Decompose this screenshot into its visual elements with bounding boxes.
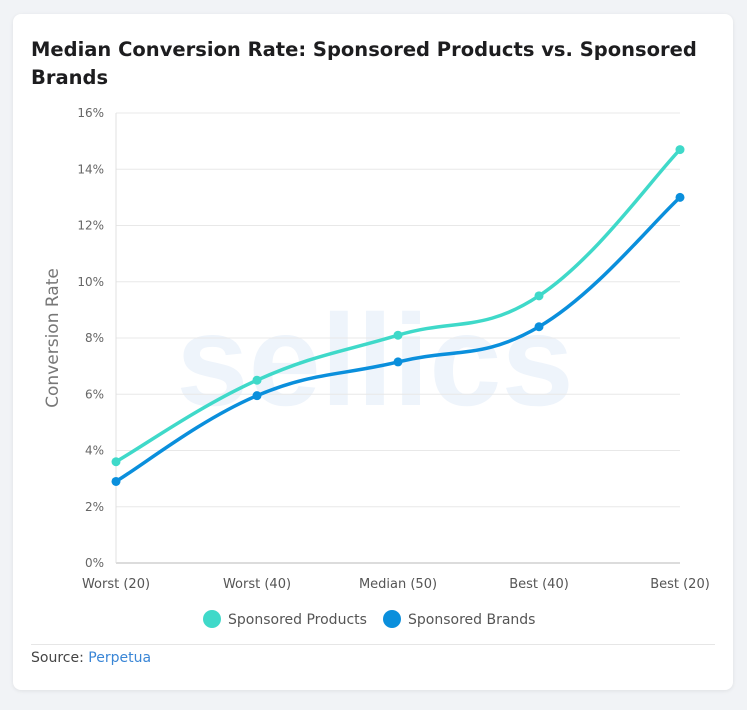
y-tick-label: 14%	[77, 162, 104, 176]
y-tick-label: 0%	[85, 556, 104, 570]
data-point	[252, 391, 262, 401]
legend-label: Sponsored Products	[228, 612, 367, 628]
x-tick-label: Best (20)	[650, 577, 710, 592]
legend-marker	[383, 610, 401, 628]
y-tick-label: 16%	[77, 106, 104, 120]
divider	[31, 644, 715, 645]
data-point	[111, 476, 121, 486]
y-tick-label: 8%	[85, 331, 104, 345]
chart-title: Median Conversion Rate: Sponsored Produc…	[31, 38, 697, 89]
y-axis-title: Conversion Rate	[43, 268, 63, 408]
x-tick-label: Median (50)	[359, 577, 437, 592]
source-label: Source:	[31, 650, 84, 666]
y-tick-label: 10%	[77, 275, 104, 289]
data-point	[534, 291, 544, 301]
legend-marker	[203, 610, 221, 628]
chart-card: Median Conversion Rate: Sponsored Produc…	[13, 14, 733, 690]
x-tick-label: Worst (40)	[223, 577, 291, 592]
data-point	[675, 192, 685, 202]
legend-label: Sponsored Brands	[408, 612, 535, 628]
data-point	[534, 322, 544, 332]
data-point	[252, 375, 262, 385]
source-link[interactable]: Perpetua	[88, 650, 152, 666]
data-point	[393, 330, 403, 340]
data-point	[675, 145, 685, 155]
data-point	[393, 357, 403, 367]
y-tick-label: 6%	[85, 387, 104, 401]
y-tick-label: 2%	[85, 500, 104, 514]
x-tick-label: Worst (20)	[82, 577, 150, 592]
y-tick-label: 12%	[77, 219, 104, 233]
source-line: Source: Perpetua	[31, 650, 151, 666]
x-tick-label: Best (40)	[509, 577, 569, 592]
y-tick-label: 4%	[85, 444, 104, 458]
data-point	[111, 457, 121, 467]
